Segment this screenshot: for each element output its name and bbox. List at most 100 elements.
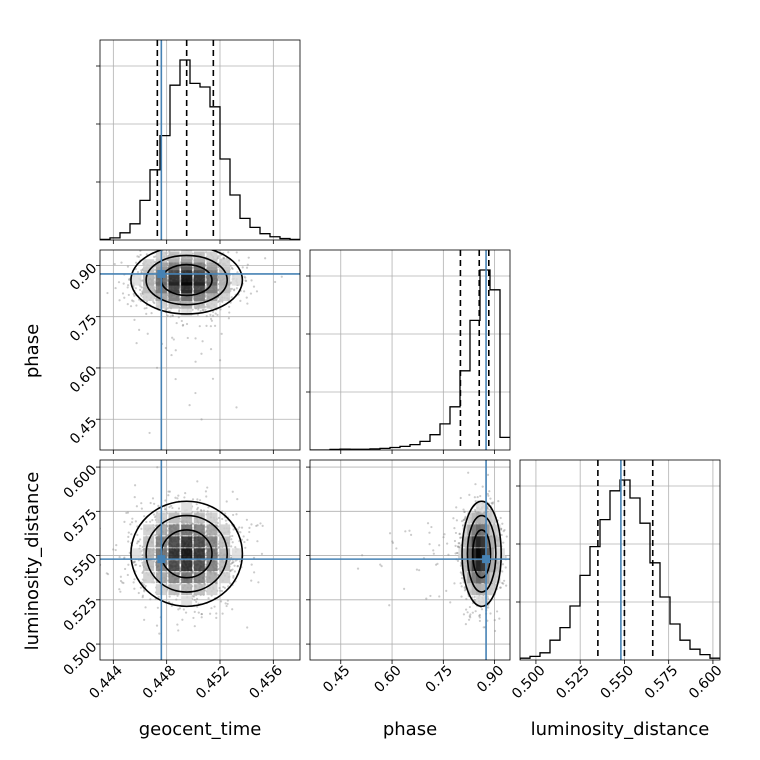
sample-point — [118, 299, 121, 302]
sample-point — [131, 517, 134, 520]
density-cell — [168, 259, 180, 271]
sample-point — [124, 567, 127, 571]
sample-point — [157, 504, 160, 507]
sample-point — [488, 490, 491, 493]
sample-point — [459, 496, 462, 500]
sample-point — [473, 496, 476, 499]
sample-point — [482, 626, 485, 629]
sample-point — [191, 280, 194, 283]
sample-point — [430, 525, 433, 529]
sample-point — [200, 612, 203, 616]
sample-point — [395, 547, 398, 550]
sample-point — [205, 495, 208, 498]
sample-point — [464, 518, 467, 521]
sample-point — [228, 311, 231, 314]
sample-point — [133, 495, 136, 499]
panel-background — [310, 250, 510, 450]
sample-point — [140, 502, 143, 505]
sample-point — [177, 608, 180, 611]
density-cell — [231, 274, 243, 286]
sample-point — [454, 544, 457, 547]
sample-point — [361, 554, 364, 557]
sample-point — [166, 314, 169, 317]
sample-point — [120, 261, 123, 264]
sample-point — [459, 564, 463, 567]
density-cell — [219, 274, 231, 286]
sample-point — [453, 539, 457, 543]
density-cell — [168, 572, 180, 584]
sample-point — [171, 506, 174, 510]
sample-point — [152, 513, 156, 516]
sample-point — [459, 582, 462, 585]
sample-point — [140, 271, 143, 274]
sample-point — [155, 366, 159, 369]
sample-point — [491, 502, 494, 505]
sample-point — [204, 525, 207, 528]
sample-point — [206, 486, 209, 489]
density-cell — [143, 572, 155, 584]
sample-point — [232, 574, 235, 578]
sample-point — [138, 288, 142, 291]
sample-point — [463, 510, 466, 513]
density-cell — [485, 512, 497, 524]
sample-point — [489, 612, 492, 615]
sample-point — [153, 255, 156, 258]
sample-point — [137, 255, 141, 258]
sample-point — [473, 595, 476, 599]
sample-point — [486, 505, 490, 508]
panel-background — [520, 460, 720, 660]
sample-point — [181, 618, 184, 621]
density-cell — [219, 524, 231, 536]
density-cell — [143, 524, 155, 536]
panel-content — [100, 40, 300, 240]
sample-point — [425, 597, 428, 600]
density-cell — [206, 289, 218, 301]
sample-point — [177, 507, 181, 510]
sample-point — [192, 283, 195, 286]
sample-point — [249, 292, 253, 295]
sample-point — [432, 552, 435, 555]
sample-point — [493, 619, 496, 622]
sample-point — [138, 328, 141, 332]
sample-point — [474, 483, 477, 486]
sample-point — [255, 290, 259, 293]
sample-point — [486, 510, 489, 513]
sample-point — [129, 523, 132, 526]
histogram-geocent_time — [100, 59, 300, 240]
sample-point — [166, 562, 169, 565]
sample-point — [191, 498, 195, 501]
sample-point — [153, 297, 156, 300]
sample-point — [179, 543, 182, 547]
density-cell — [181, 560, 193, 572]
sample-point — [132, 581, 135, 584]
sample-point — [223, 257, 226, 260]
sample-point — [134, 287, 137, 290]
sample-point — [175, 598, 178, 601]
sample-point — [501, 581, 504, 585]
sample-point — [454, 531, 458, 535]
sample-point — [176, 594, 179, 597]
sample-point — [239, 299, 242, 302]
sample-point — [166, 555, 169, 558]
sample-point — [455, 551, 459, 555]
sample-point — [388, 604, 391, 607]
density-cell — [193, 282, 205, 294]
sample-point — [157, 595, 160, 599]
sample-point — [174, 496, 177, 499]
sample-point — [196, 508, 199, 511]
sample-point — [202, 308, 205, 312]
sample-point — [504, 566, 507, 569]
sample-point — [146, 332, 149, 335]
sample-point — [126, 573, 129, 577]
sample-point — [141, 291, 144, 295]
sample-point — [438, 544, 441, 547]
sample-point — [166, 255, 169, 258]
sample-point — [179, 286, 182, 289]
sample-point — [217, 255, 220, 258]
contour-line — [145, 514, 228, 593]
sample-point — [469, 613, 472, 616]
sample-point — [137, 540, 140, 543]
sample-point — [280, 275, 283, 278]
density-cell — [206, 259, 218, 271]
sample-point — [230, 545, 233, 548]
